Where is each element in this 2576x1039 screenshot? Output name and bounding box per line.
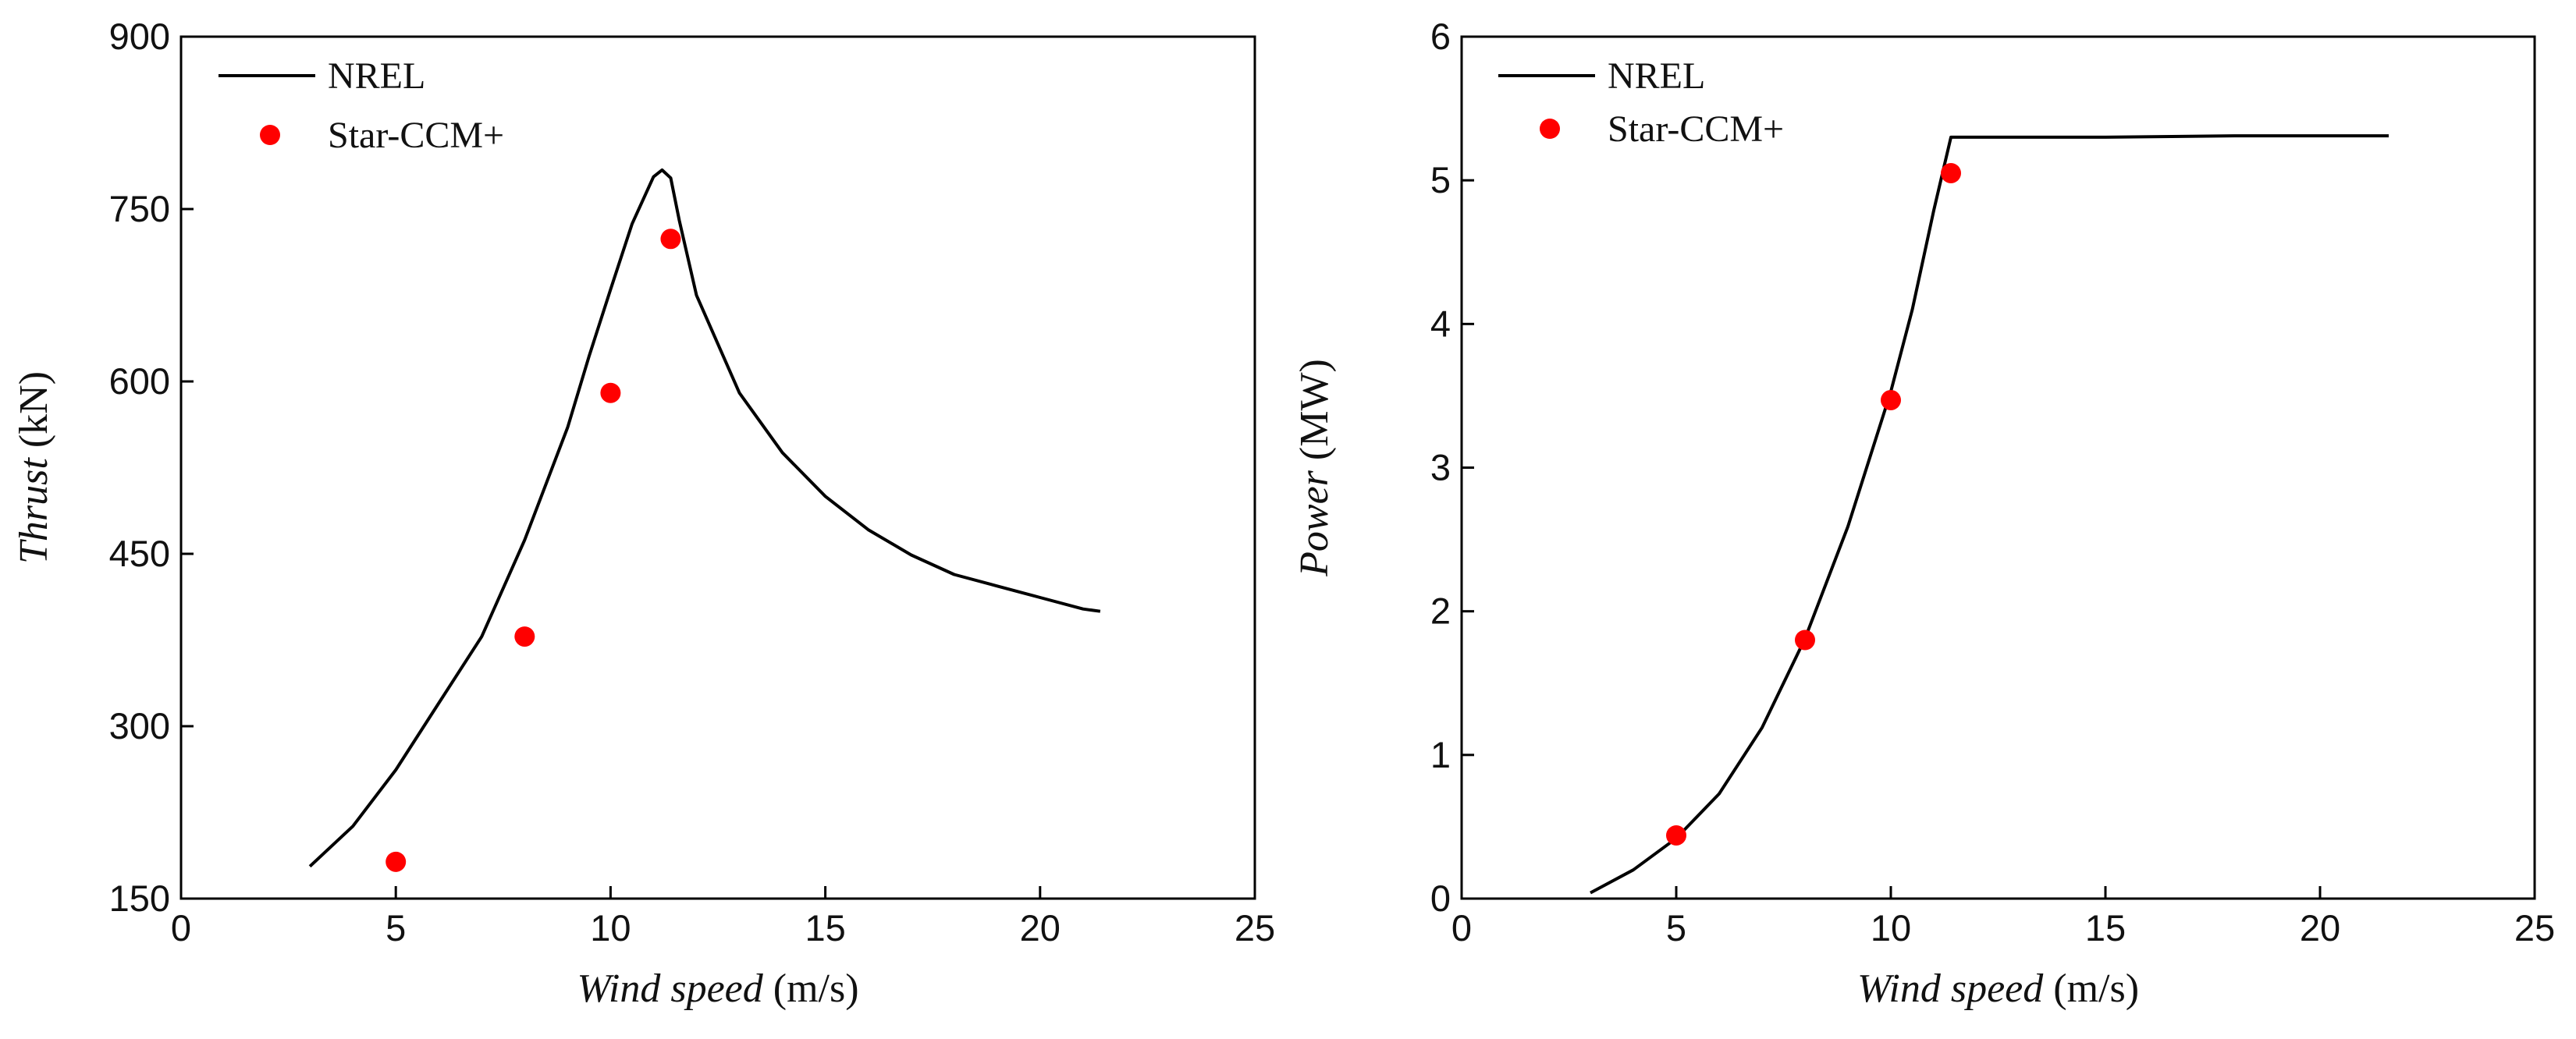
legend-label: Star-CCM+ [1608,108,1784,150]
plot-frame [179,35,1256,900]
data-point [386,851,407,872]
x-tick-label: 5 [1666,907,1686,949]
legend-marker-swatch [1540,119,1560,139]
legend-marker-swatch [260,125,280,145]
data-point [660,229,681,250]
x-tick-label: 25 [2514,907,2555,949]
chart-1: 0 5 10 15 20 25 150 300 450 600 750 900 Wind speed (… [12,16,1275,1011]
y-axis-label: Power (MW) [1292,359,1337,577]
y-tick-label: 150 [109,878,170,919]
legend-label: NREL [328,55,425,97]
x-tick-label: 20 [2300,907,2340,949]
legend-label: NREL [1608,55,1705,97]
series-line-nrel [308,168,1101,868]
y-tick-label: 750 [109,188,170,229]
plot-frame [1460,35,2536,900]
y-tick-label: 4 [1430,303,1451,344]
y-axis-label: Thrust (kN) [12,371,56,564]
y-tick-label: 1 [1430,734,1451,775]
y-tick-label: 600 [109,360,170,402]
x-tick-label: 0 [171,907,191,949]
x-axis-label: Wind speed (m/s) [577,966,858,1011]
series-line-nrel [1590,134,2389,895]
x-axis-label: Wind speed (m/s) [1857,966,2139,1011]
data-point [1795,629,1815,651]
y-tick-label: 0 [1430,878,1451,919]
x-tick-label: 10 [1871,907,1911,949]
x-tick-label: 15 [2085,907,2126,949]
x-tick-label: 25 [1235,907,1275,949]
data-point [1941,162,1961,183]
y-tick-label: 2 [1430,590,1451,632]
legend: NREL Star-CCM+ [1498,55,1784,150]
x-tick-label: 5 [386,907,406,949]
x-tick-label: 10 [590,907,631,949]
y-tick-label: 450 [109,533,170,574]
y-tick-label: 3 [1430,447,1451,488]
chart-2: 0 5 10 15 20 25 0 1 2 3 4 5 6 Wind speed (m/s) Power (… [1292,16,2555,1011]
x-tick-label: 0 [1451,907,1472,949]
y-tick-label: 900 [109,16,170,57]
y-tick-label: 300 [109,705,170,746]
y-tick-label: 5 [1430,159,1451,200]
data-point [1666,824,1686,846]
data-point [1881,389,1901,410]
legend-label: Star-CCM+ [328,115,504,156]
data-point [514,626,535,647]
data-point [600,382,621,403]
x-tick-label: 20 [1020,907,1061,949]
y-tick-label: 6 [1430,16,1451,57]
x-tick-label: 15 [805,907,845,949]
legend: NREL Star-CCM+ [219,55,504,156]
